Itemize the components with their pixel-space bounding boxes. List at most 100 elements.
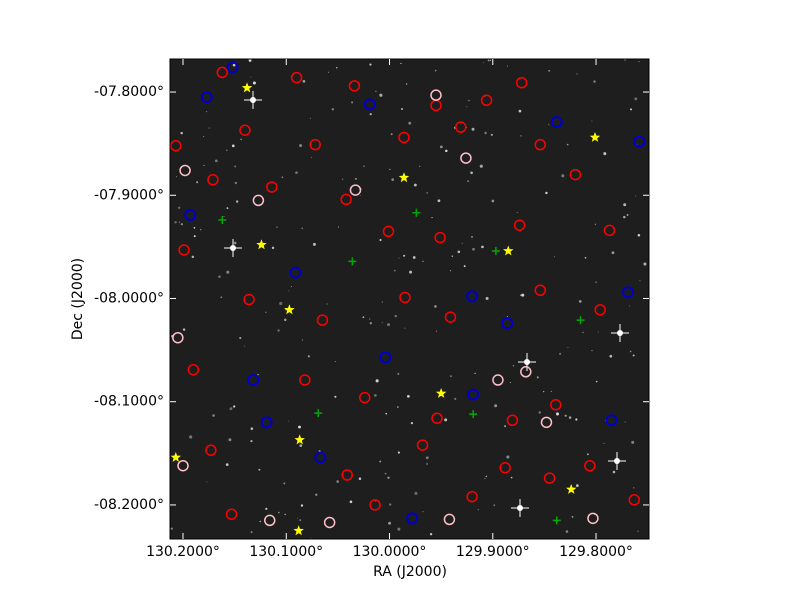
source-circle xyxy=(379,351,392,364)
background-star xyxy=(234,165,237,168)
background-star xyxy=(450,270,452,272)
source-circle xyxy=(290,71,303,84)
background-star xyxy=(485,296,489,300)
background-star xyxy=(228,438,232,442)
background-star xyxy=(362,316,365,319)
background-star xyxy=(257,373,259,376)
source-circle xyxy=(177,459,189,472)
source-plus xyxy=(218,216,227,225)
background-stars xyxy=(169,59,647,539)
background-star xyxy=(567,346,569,348)
background-star xyxy=(200,229,202,231)
background-star xyxy=(422,260,424,262)
source-circle xyxy=(398,131,410,144)
background-star xyxy=(493,504,495,506)
background-star xyxy=(258,468,261,471)
background-star xyxy=(385,412,388,415)
background-star xyxy=(369,63,372,66)
background-star xyxy=(439,145,443,149)
background-star xyxy=(208,127,210,129)
source-circle xyxy=(170,139,182,152)
background-star xyxy=(466,126,468,128)
background-star xyxy=(576,73,578,75)
source-circle xyxy=(513,219,526,231)
background-star xyxy=(591,350,593,352)
background-star xyxy=(594,223,597,226)
background-star xyxy=(299,519,302,522)
background-star xyxy=(632,354,635,357)
source-circle xyxy=(179,164,191,177)
background-star xyxy=(214,159,218,163)
background-star xyxy=(276,226,278,228)
x-axis-label: RA (J2000) xyxy=(373,564,447,580)
background-star xyxy=(575,484,579,488)
background-star xyxy=(290,286,292,288)
background-star xyxy=(543,391,545,393)
source-circle xyxy=(399,291,411,304)
background-star xyxy=(414,491,418,495)
background-star xyxy=(265,311,267,314)
background-star xyxy=(239,336,242,340)
background-star xyxy=(250,427,254,430)
background-star xyxy=(302,80,306,83)
source-plus xyxy=(491,247,500,255)
background-star xyxy=(387,323,391,327)
background-star xyxy=(550,390,552,392)
source-circle xyxy=(444,311,457,323)
background-star xyxy=(351,101,354,104)
background-star xyxy=(250,76,252,78)
background-star xyxy=(634,97,638,101)
background-star xyxy=(643,262,647,266)
background-star xyxy=(389,168,391,171)
background-star xyxy=(479,164,483,168)
source-star xyxy=(170,452,181,462)
background-star xyxy=(548,69,551,72)
background-star xyxy=(437,199,441,203)
background-star xyxy=(309,117,311,119)
source-circle xyxy=(628,494,640,506)
background-star xyxy=(457,250,461,254)
background-star xyxy=(631,440,635,444)
background-star xyxy=(189,435,193,439)
source-circle xyxy=(587,512,599,525)
source-plus xyxy=(552,516,561,525)
source-circle xyxy=(314,451,327,464)
background-star xyxy=(379,460,382,463)
background-star xyxy=(490,133,493,136)
background-star xyxy=(559,352,562,355)
background-star xyxy=(355,178,357,180)
background-star xyxy=(582,331,584,334)
source-circle xyxy=(216,66,228,79)
source-circle xyxy=(226,61,239,74)
background-star xyxy=(397,406,399,408)
background-star xyxy=(174,221,177,224)
background-star xyxy=(358,477,362,480)
source-star xyxy=(284,304,295,315)
source-circle xyxy=(501,317,514,330)
background-star xyxy=(466,106,468,108)
background-star xyxy=(401,108,403,110)
x-tick-label: 129.8000° xyxy=(559,544,633,560)
background-star xyxy=(220,296,223,299)
background-star xyxy=(218,275,221,278)
background-star xyxy=(398,257,400,259)
background-star xyxy=(278,511,280,514)
background-star xyxy=(434,305,437,308)
background-star xyxy=(637,233,641,237)
source-circle xyxy=(340,193,352,206)
source-circle xyxy=(243,293,255,306)
background-star xyxy=(591,120,593,122)
bright-star-spike xyxy=(224,239,242,257)
background-star xyxy=(603,442,605,444)
background-star xyxy=(250,439,253,443)
background-star xyxy=(595,380,598,383)
background-star xyxy=(311,157,312,159)
background-star xyxy=(334,395,337,398)
source-circle xyxy=(172,331,184,344)
source-star xyxy=(256,239,267,250)
source-plus xyxy=(412,208,421,217)
background-star xyxy=(182,328,186,331)
background-star xyxy=(426,463,428,465)
background-star xyxy=(510,476,513,479)
